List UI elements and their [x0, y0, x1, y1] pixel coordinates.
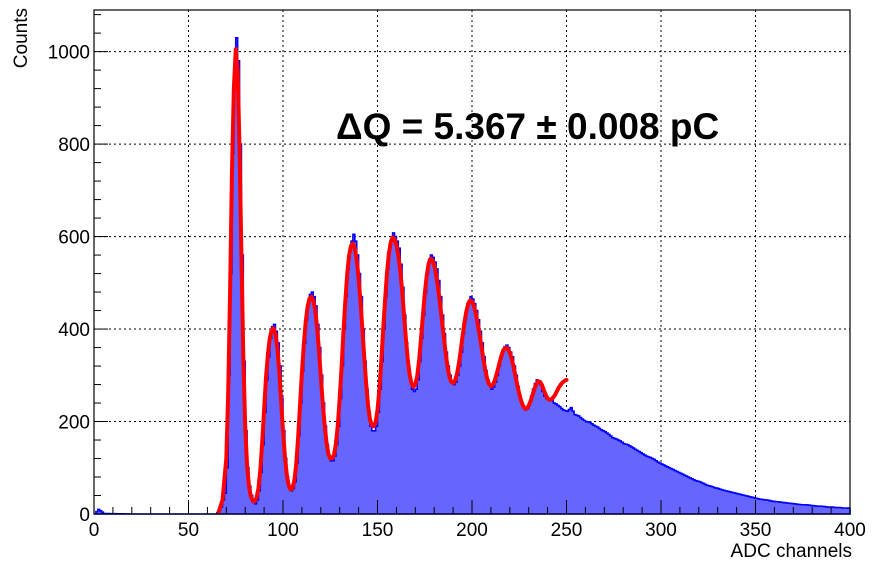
x-axis-title: ADC channels: [731, 541, 852, 562]
y-tick-label: 0: [79, 505, 90, 526]
x-tick-label: 350: [740, 520, 772, 541]
x-tick-label: 250: [551, 520, 583, 541]
y-tick-label: 200: [58, 413, 90, 434]
y-tick-label: 800: [58, 135, 90, 156]
y-axis-title: Counts: [11, 8, 32, 68]
x-tick-label: 0: [89, 520, 100, 541]
x-tick-label: 300: [645, 520, 677, 541]
y-tick-label: 600: [58, 228, 90, 249]
y-tick-label: 1000: [48, 43, 90, 64]
axis-tick-labels: 0 50 100 150 200 250 300 350 400 0 200 400 600 800 100…: [48, 43, 866, 541]
fit-curve: [216, 47, 569, 514]
axis-ticks: [93, 14, 851, 515]
x-tick-label: 200: [456, 520, 488, 541]
charge-annotation: ΔQ = 5.367 ± 0.008 pC: [336, 106, 719, 147]
y-tick-label: 400: [58, 320, 90, 341]
x-tick-label: 150: [362, 520, 394, 541]
x-tick-label: 100: [267, 520, 299, 541]
histogram-bars: [94, 37, 850, 515]
x-tick-label: 400: [834, 520, 866, 541]
x-tick-label: 50: [178, 520, 199, 541]
